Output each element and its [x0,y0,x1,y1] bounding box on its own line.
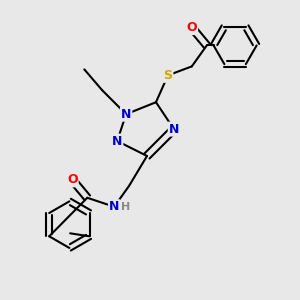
Text: N: N [169,123,179,136]
Text: N: N [109,200,119,213]
Text: N: N [112,134,122,148]
Text: O: O [67,173,78,186]
Text: O: O [187,21,197,34]
Text: S: S [164,69,172,82]
Text: H: H [121,202,130,212]
Text: N: N [121,108,131,121]
